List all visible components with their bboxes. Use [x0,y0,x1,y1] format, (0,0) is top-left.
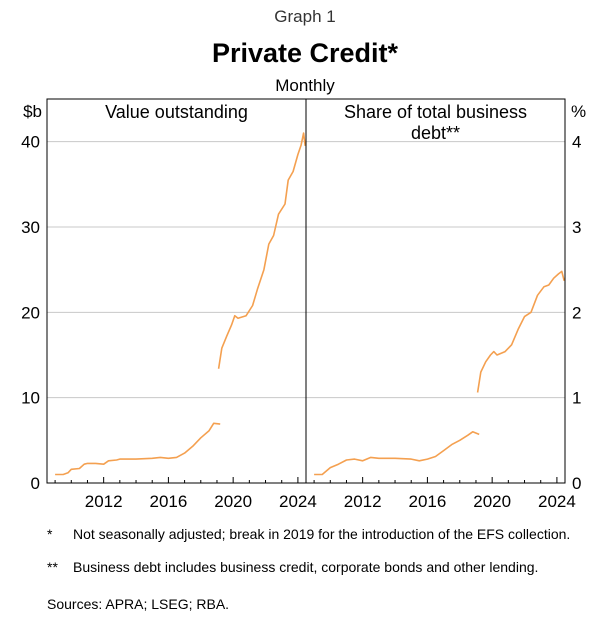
y-unit-label: $b [23,102,42,121]
panel-title-line-2: debt** [411,123,460,143]
y-tick-label: 10 [21,389,40,408]
series-line-before-break [314,431,480,476]
panel-title-line-1: Share of total business [344,102,527,122]
x-tick-label: 2024 [538,492,576,511]
x-tick-label: 2012 [85,492,123,511]
x-tick-label: 2020 [473,492,511,511]
series-line-after-break [217,132,306,369]
chart-title: Private Credit* [211,38,399,68]
x-tick-label: 2016 [149,492,187,511]
footnote-2-mark: ** [47,559,58,575]
x-tick-label: 2016 [408,492,446,511]
x-tick-label: 2012 [344,492,382,511]
y-tick-label: 20 [21,303,40,322]
graph-label: Graph 1 [274,7,336,26]
series-line-after-break [476,270,565,393]
y-tick-label: 4 [572,133,581,152]
footnote-1-text: Not seasonally adjusted; break in 2019 f… [73,526,571,542]
y-tick-label: 1 [572,389,581,408]
y-tick-label: 3 [572,218,581,237]
y-tick-label: 30 [21,218,40,237]
footnote-2-text: Business debt includes business credit, … [73,559,539,575]
y-tick-label: 0 [31,474,40,493]
sources: Sources: APRA; LSEG; RBA. [47,596,230,612]
y-tick-label: 40 [21,133,40,152]
y-tick-label: 2 [572,303,581,322]
y-unit-label: % [571,102,586,121]
panel-title: Value outstanding [105,102,248,122]
y-tick-label: 0 [572,474,581,493]
series-line-before-break [55,422,221,476]
x-tick-label: 2024 [279,492,317,511]
x-tick-label: 2020 [214,492,252,511]
chart-subtitle: Monthly [275,76,335,95]
footnote-1-mark: * [47,526,53,542]
